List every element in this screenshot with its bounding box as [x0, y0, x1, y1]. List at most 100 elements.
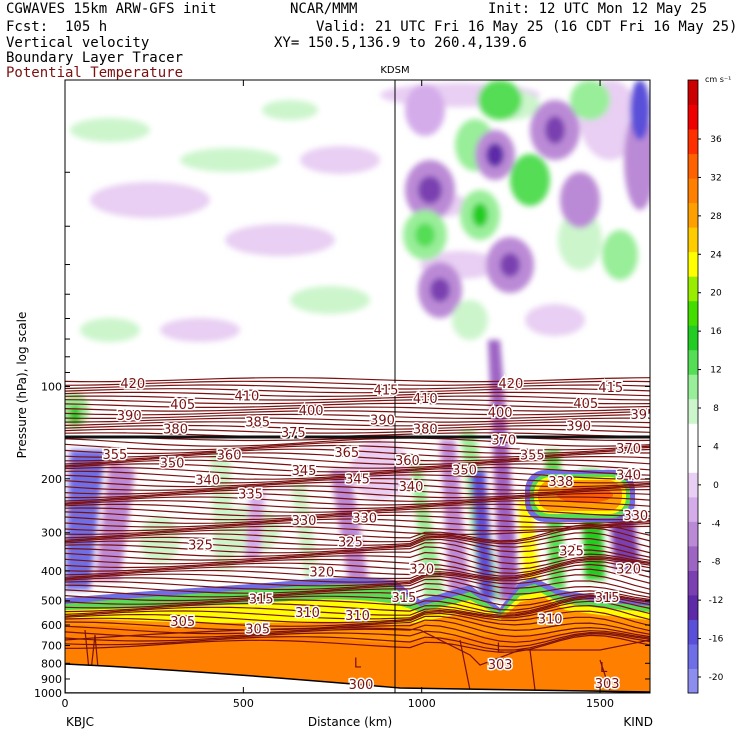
- theta-contour: [65, 444, 650, 455]
- colorbar-tick-label: 28: [710, 212, 722, 222]
- theta-label: 325: [559, 544, 584, 559]
- theta-label: 310: [345, 609, 370, 624]
- theta-label: 390: [370, 413, 395, 428]
- theta-label: 390: [566, 419, 591, 434]
- theta-contour: [65, 538, 650, 558]
- field-vertical-velocity: Vertical velocity: [6, 35, 150, 51]
- theta-contour: [65, 421, 650, 427]
- model-title: CGWAVES 15km ARW-GFS init: [6, 1, 217, 17]
- theta-contour: [65, 522, 650, 532]
- theta-contour: [84, 629, 101, 691]
- theta-contour-labels: 420 415 420 415 410 410 405 405 390 400 400 395 385 3…: [101, 375, 650, 693]
- low-marker: L: [600, 661, 608, 676]
- theta-label: 340: [616, 468, 641, 483]
- theta-contour: [65, 503, 650, 513]
- theta-contour: [65, 523, 650, 542]
- left-endpoint-label: KBJC: [66, 715, 94, 729]
- colorbar-tick-label: 24: [710, 250, 722, 260]
- colorbar-swatch: [688, 227, 698, 253]
- theta-label: 360: [217, 449, 242, 464]
- theta-contour: [65, 578, 650, 598]
- colorbar-swatch: [688, 178, 698, 204]
- theta-contour: [65, 560, 650, 579]
- right-wave-train: [403, 80, 650, 340]
- theta-contour: [65, 500, 650, 510]
- theta-label: 338: [548, 475, 573, 490]
- theta-contour: [65, 395, 650, 401]
- theta-contour: [65, 377, 650, 383]
- y-tick-label: 400: [41, 565, 62, 578]
- colorbar-swatch: [688, 104, 698, 130]
- colorbar-swatch: [688, 374, 698, 400]
- theta-contour: [65, 634, 650, 653]
- theta-contour: [65, 488, 650, 499]
- theta-contour: [65, 456, 650, 466]
- theta-label: 340: [195, 474, 220, 489]
- theta-label: 310: [295, 606, 320, 621]
- theta-contour: [65, 630, 650, 648]
- theta-contour: [65, 384, 650, 390]
- theta-label: 320: [309, 566, 334, 581]
- y-tick-label: 900: [41, 673, 62, 686]
- theta-label: 350: [160, 456, 185, 471]
- theta-contour: [65, 597, 650, 616]
- theta-contour: [65, 477, 650, 488]
- theta-label: 330: [623, 509, 648, 524]
- theta-label: 345: [345, 472, 370, 487]
- theta-contour: [65, 615, 650, 635]
- stratospheric-updraft: [65, 392, 89, 428]
- theta-label: 300: [349, 678, 374, 693]
- theta-label: 400: [488, 406, 513, 421]
- theta-contour: [65, 546, 650, 565]
- theta-label: 410: [413, 392, 438, 407]
- theta-label: 335: [238, 487, 263, 502]
- theta-label: 325: [338, 536, 363, 551]
- theta-label: 325: [188, 538, 213, 553]
- theta-contour: [65, 525, 650, 536]
- colorbar-tick-label: 4: [713, 442, 719, 452]
- colorbar-tick-label: -16: [709, 635, 724, 645]
- right-endpoint-label: KIND: [623, 715, 653, 729]
- theta-contour: [65, 424, 650, 431]
- theta-contour: [65, 437, 650, 447]
- theta-contour: [65, 595, 650, 614]
- theta-label: 370: [491, 433, 516, 448]
- theta-contour: [65, 624, 650, 643]
- colorbar-tick-label: -12: [709, 596, 724, 606]
- theta-contour: [65, 594, 650, 611]
- org-label: NCAR/MMM: [290, 1, 358, 17]
- theta-contour: [65, 563, 650, 580]
- theta-contour: [459, 639, 611, 691]
- colorbar-swatch: [688, 447, 698, 473]
- colorbar-unit: cm s⁻¹: [705, 75, 731, 84]
- field-potential-temperature: Potential Temperature: [6, 65, 184, 81]
- colorbar-swatch: [688, 202, 698, 228]
- colorbar-tick-label: 36: [710, 135, 722, 145]
- theta-label: 320: [409, 562, 434, 577]
- theta-label: 360: [395, 454, 420, 469]
- theta-contour: [65, 406, 650, 412]
- y-axis-title: Pressure (hPa), log scale: [15, 312, 29, 459]
- theta-contour: [65, 452, 650, 462]
- theta-label: 420: [498, 377, 523, 392]
- theta-contour: [65, 575, 650, 595]
- theta-contour: [65, 573, 650, 590]
- theta-label: 415: [374, 383, 399, 398]
- colorbar-swatch: [688, 545, 698, 571]
- x-tick-label: 0: [62, 697, 69, 710]
- theta-contour: [65, 527, 650, 543]
- theta-contour: [65, 492, 650, 502]
- colorbar-swatch: [688, 594, 698, 620]
- theta-contour: [65, 633, 650, 651]
- theta-contour: [65, 485, 650, 495]
- colorbar-tick-label: 16: [710, 327, 722, 337]
- theta-label: 345: [292, 464, 317, 479]
- colorbar: -20 -16 -12 -8 -4 0 4 8 12 16 20 24 28 32 36: [687, 79, 724, 694]
- colorbar-tick-label: 32: [710, 173, 721, 183]
- y-tick-label: 300: [41, 527, 62, 540]
- theta-contour: [65, 568, 650, 584]
- theta-contour: [65, 459, 650, 469]
- theta-contour: [65, 619, 650, 638]
- theta-isentropes: [65, 377, 650, 691]
